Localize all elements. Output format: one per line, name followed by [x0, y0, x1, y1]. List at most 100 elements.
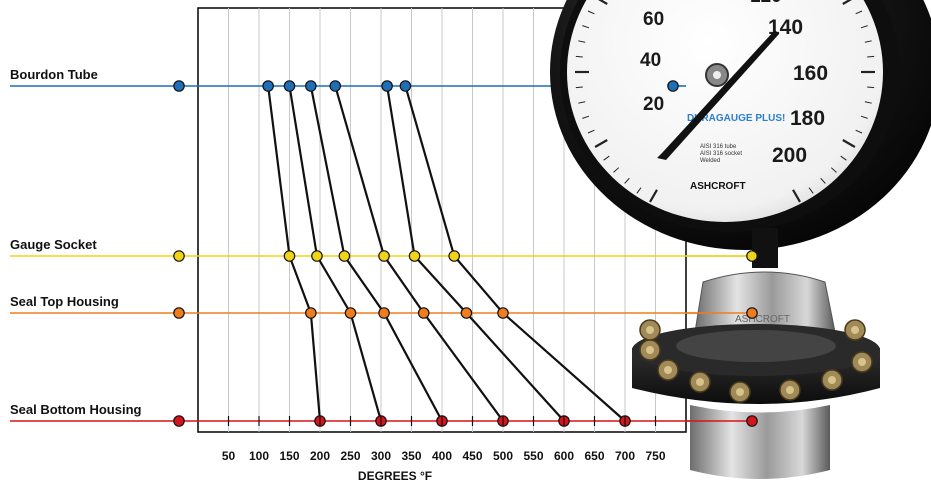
dial-tick — [792, 189, 801, 203]
dial-tick — [860, 25, 868, 29]
tick-label: 500 — [493, 449, 513, 463]
series-line — [309, 85, 443, 422]
dial-tick — [867, 55, 875, 58]
bolt-head — [858, 358, 866, 366]
bolt-head — [664, 366, 672, 374]
dial-number: 120 — [750, 0, 782, 7]
dial-tick — [624, 177, 630, 184]
gauge-fine-print: AISI 316 socket — [700, 151, 742, 157]
dial-tick — [598, 0, 608, 5]
data-point — [305, 307, 317, 319]
bolt-head — [786, 386, 794, 394]
dial-number: 40 — [640, 50, 661, 71]
dial-tick — [867, 86, 875, 89]
dial-tick — [842, 0, 852, 5]
gauge-marker — [746, 307, 758, 319]
dial-tick — [808, 187, 814, 194]
tick-label: 650 — [584, 449, 604, 463]
tick-label: 750 — [645, 449, 665, 463]
tick-label: 150 — [279, 449, 299, 463]
data-point — [381, 80, 393, 92]
data-point — [305, 80, 317, 92]
dial-tick — [575, 55, 583, 58]
gauge-fine-print: AISI 316 tube — [700, 144, 737, 150]
dial-number: 200 — [772, 144, 807, 167]
gauge-marker — [746, 415, 758, 427]
data-point — [460, 307, 473, 319]
bolt-head — [696, 378, 704, 386]
gauge-model-text: DURAGAUGE PLUS! — [687, 113, 785, 124]
data-point — [399, 80, 412, 92]
dial-number: 20 — [643, 94, 664, 115]
seal-bottom-housing — [690, 405, 830, 479]
tick-label: 450 — [462, 449, 482, 463]
dial-tick — [587, 10, 595, 15]
gauge-reference-dots — [667, 80, 758, 427]
dial-tick — [582, 115, 590, 119]
gauge-marker — [746, 250, 758, 262]
dial-tick — [855, 129, 863, 134]
tick-label: 50 — [222, 449, 236, 463]
data-point — [283, 80, 296, 92]
dial-tick — [636, 187, 642, 194]
gauge-fine-print: Welded — [700, 158, 720, 164]
series-lines — [262, 80, 631, 427]
gauge-dial — [567, 0, 883, 222]
row-label-seal-top-housing: Seal Top Housing — [10, 294, 119, 309]
dial-tick — [575, 86, 583, 89]
dial-tick — [855, 10, 863, 15]
data-point — [417, 307, 430, 319]
data-point — [378, 250, 390, 262]
dial-tick — [582, 25, 590, 29]
dial-tick — [830, 167, 837, 173]
tick-label: 350 — [401, 449, 421, 463]
x-axis-ticks: 50 100 150 200 250 300 350 400 450 500 550 600 650 70… — [222, 416, 666, 463]
dial-tick — [649, 189, 658, 203]
data-point — [311, 250, 323, 262]
dial-number: 180 — [790, 107, 825, 130]
data-point — [262, 80, 274, 92]
tick-label: 600 — [554, 449, 574, 463]
dial-tick — [578, 40, 586, 43]
dial-tick — [587, 129, 595, 134]
row-label-gauge-socket: Gauge Socket — [10, 237, 97, 252]
data-point — [497, 307, 509, 319]
dial-tick — [603, 155, 610, 161]
tick-label: 550 — [523, 449, 543, 463]
x-axis-title: DEGREES °F — [357, 469, 433, 483]
series-line — [288, 85, 383, 422]
bolt-head — [736, 388, 744, 396]
row-marker — [173, 80, 185, 92]
seal-engraving: ASHCROFT — [735, 314, 790, 325]
gauge-brand: ASHCROFT — [690, 181, 746, 192]
series-line — [267, 85, 322, 422]
dial-tick — [840, 155, 847, 161]
series-line — [386, 85, 565, 422]
data-point — [408, 250, 421, 262]
tick-label: 700 — [615, 449, 635, 463]
series-line — [334, 85, 504, 422]
tick-label: 250 — [340, 449, 360, 463]
data-point — [338, 250, 351, 262]
data-point — [448, 250, 460, 262]
gauge-marker — [667, 80, 679, 92]
dial-tick — [860, 115, 868, 119]
row-marker — [173, 250, 185, 262]
data-point — [283, 250, 296, 262]
pressure-gauge-illustration: 20 40 60 120 140 160 180 200 DURAGAUGE P… — [550, 0, 931, 479]
tick-label: 200 — [310, 449, 330, 463]
dial-tick — [594, 139, 608, 148]
dial-tick — [842, 139, 856, 148]
gauge-needle — [657, 30, 779, 160]
bolt-head — [828, 376, 836, 384]
dial-number: 60 — [643, 9, 664, 30]
tick-label: 300 — [371, 449, 391, 463]
bolt-head — [851, 326, 859, 334]
tick-label: 400 — [432, 449, 452, 463]
row-label-bourdon-tube: Bourdon Tube — [10, 67, 98, 82]
row-label-seal-bottom-housing: Seal Bottom Housing — [10, 402, 142, 417]
bolt-head — [646, 326, 654, 334]
row-marker — [173, 307, 185, 319]
reference-dots — [173, 80, 185, 427]
